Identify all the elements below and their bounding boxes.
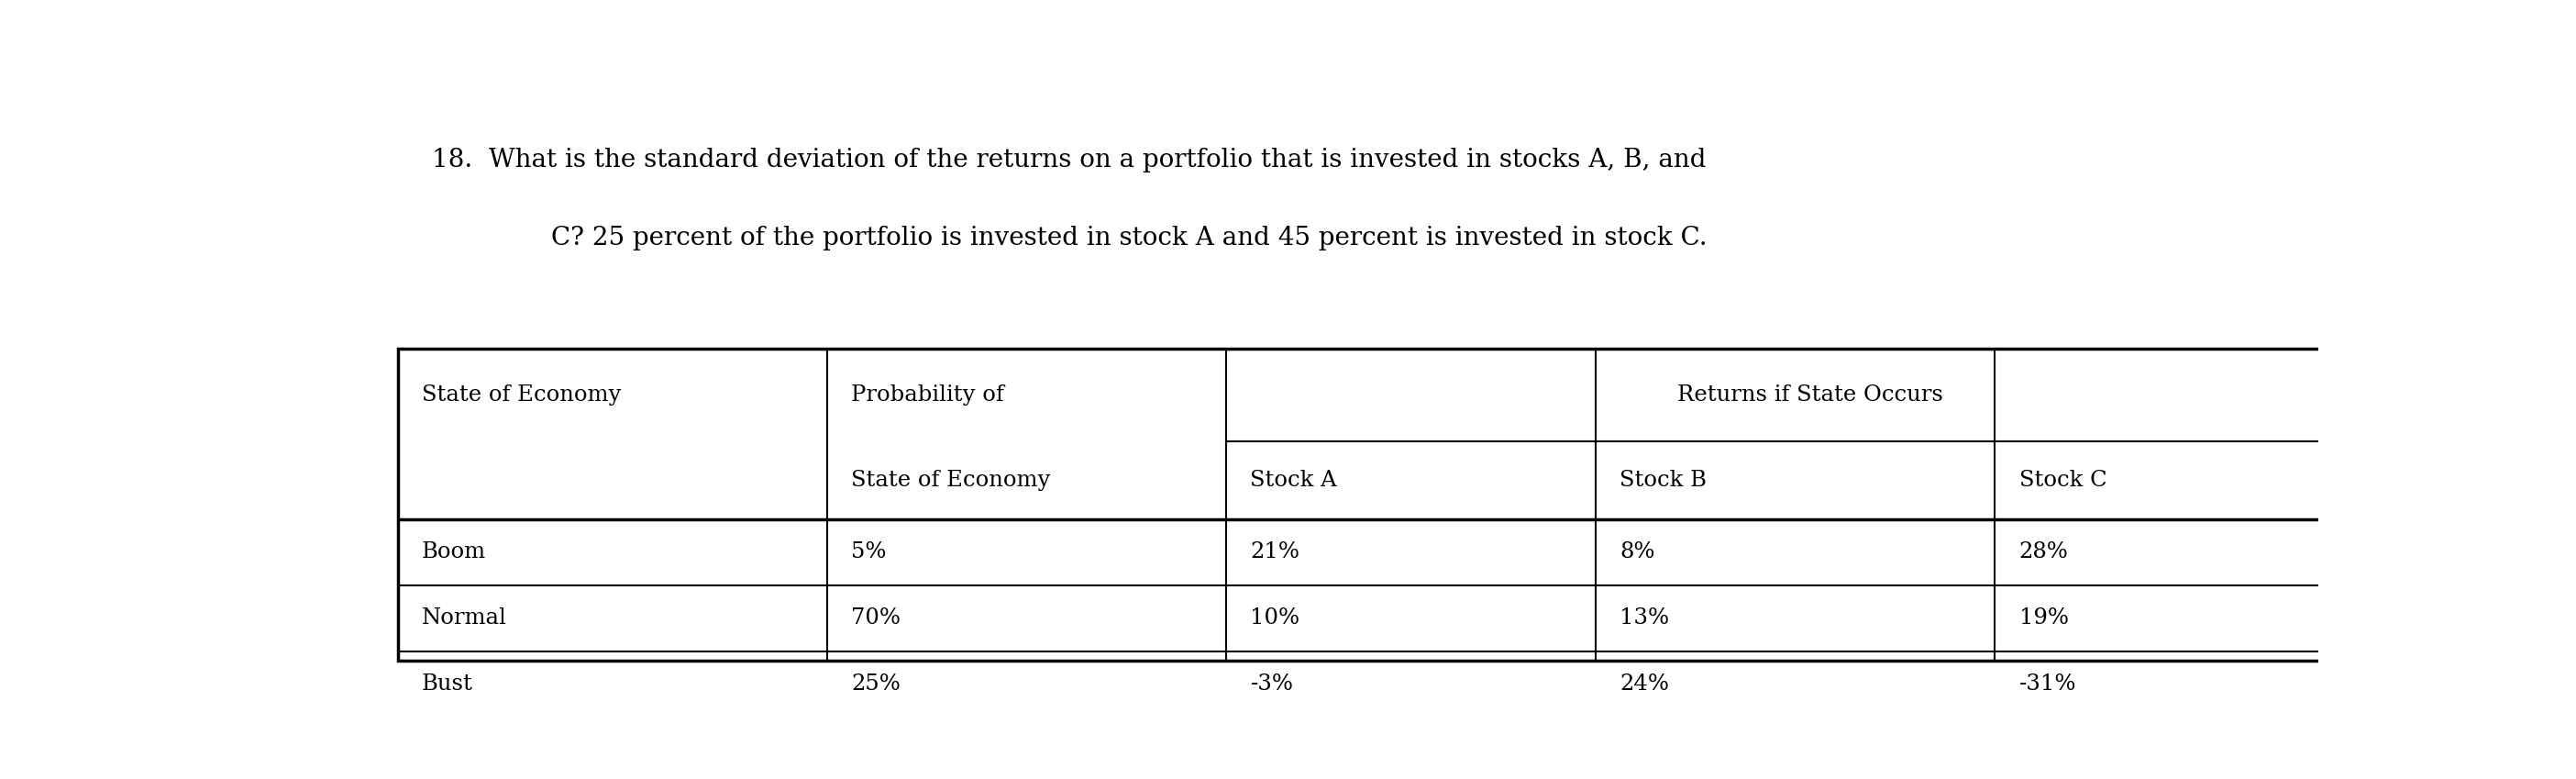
Text: 25%: 25% [850,674,902,695]
Text: Boom: Boom [422,542,487,563]
Text: 19%: 19% [2020,608,2069,629]
Text: C? 25 percent of the portfolio is invested in stock A and 45 percent is invested: C? 25 percent of the portfolio is invest… [551,225,1708,250]
Text: 28%: 28% [2020,542,2069,563]
Text: Stock C: Stock C [2020,470,2107,491]
Text: -31%: -31% [2020,674,2076,695]
Text: 21%: 21% [1249,542,1301,563]
Text: 24%: 24% [1620,674,1669,695]
Text: -3%: -3% [1249,674,1293,695]
Text: 8%: 8% [1620,542,1654,563]
Text: Bust: Bust [422,674,474,695]
Text: Normal: Normal [422,608,507,629]
Text: 10%: 10% [1249,608,1301,629]
Text: Returns if State Occurs: Returns if State Occurs [1677,384,1942,405]
Text: State of Economy: State of Economy [850,470,1051,491]
Bar [397,348,2393,661]
Text: 18.  What is the standard deviation of the returns on a portfolio that is invest: 18. What is the standard deviation of th… [433,147,1705,172]
Text: State of Economy: State of Economy [422,384,621,405]
Text: Stock B: Stock B [1620,470,1708,491]
Text: Stock A: Stock A [1249,470,1337,491]
Text: Probability of: Probability of [850,384,1005,405]
Text: 5%: 5% [850,542,886,563]
Text: 70%: 70% [850,608,902,629]
Text: 13%: 13% [1620,608,1669,629]
